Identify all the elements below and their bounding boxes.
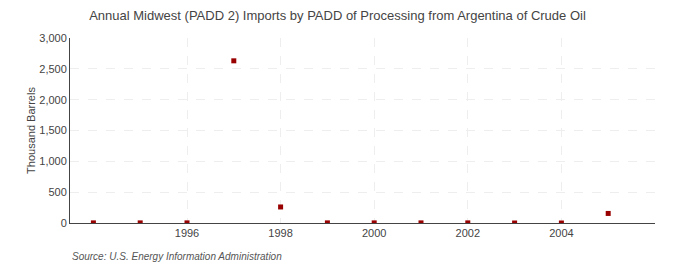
svg-text:Thousand Barrels: Thousand Barrels — [25, 87, 37, 174]
svg-text:1996: 1996 — [175, 227, 199, 239]
svg-text:0: 0 — [61, 217, 67, 229]
svg-text:1,000: 1,000 — [39, 155, 67, 167]
svg-text:2002: 2002 — [456, 227, 480, 239]
svg-text:2004: 2004 — [549, 227, 573, 239]
svg-text:Annual Midwest (PADD 2) Import: Annual Midwest (PADD 2) Imports by PADD … — [89, 8, 586, 23]
svg-text:1998: 1998 — [268, 227, 292, 239]
svg-text:Source: U.S. Energy Informatio: Source: U.S. Energy Information Administ… — [72, 251, 282, 262]
svg-text:2,000: 2,000 — [39, 94, 67, 106]
svg-text:3,000: 3,000 — [39, 32, 67, 44]
svg-text:2000: 2000 — [362, 227, 386, 239]
svg-text:2,500: 2,500 — [39, 63, 67, 75]
svg-text:500: 500 — [48, 186, 66, 198]
svg-text:1,500: 1,500 — [39, 124, 67, 136]
